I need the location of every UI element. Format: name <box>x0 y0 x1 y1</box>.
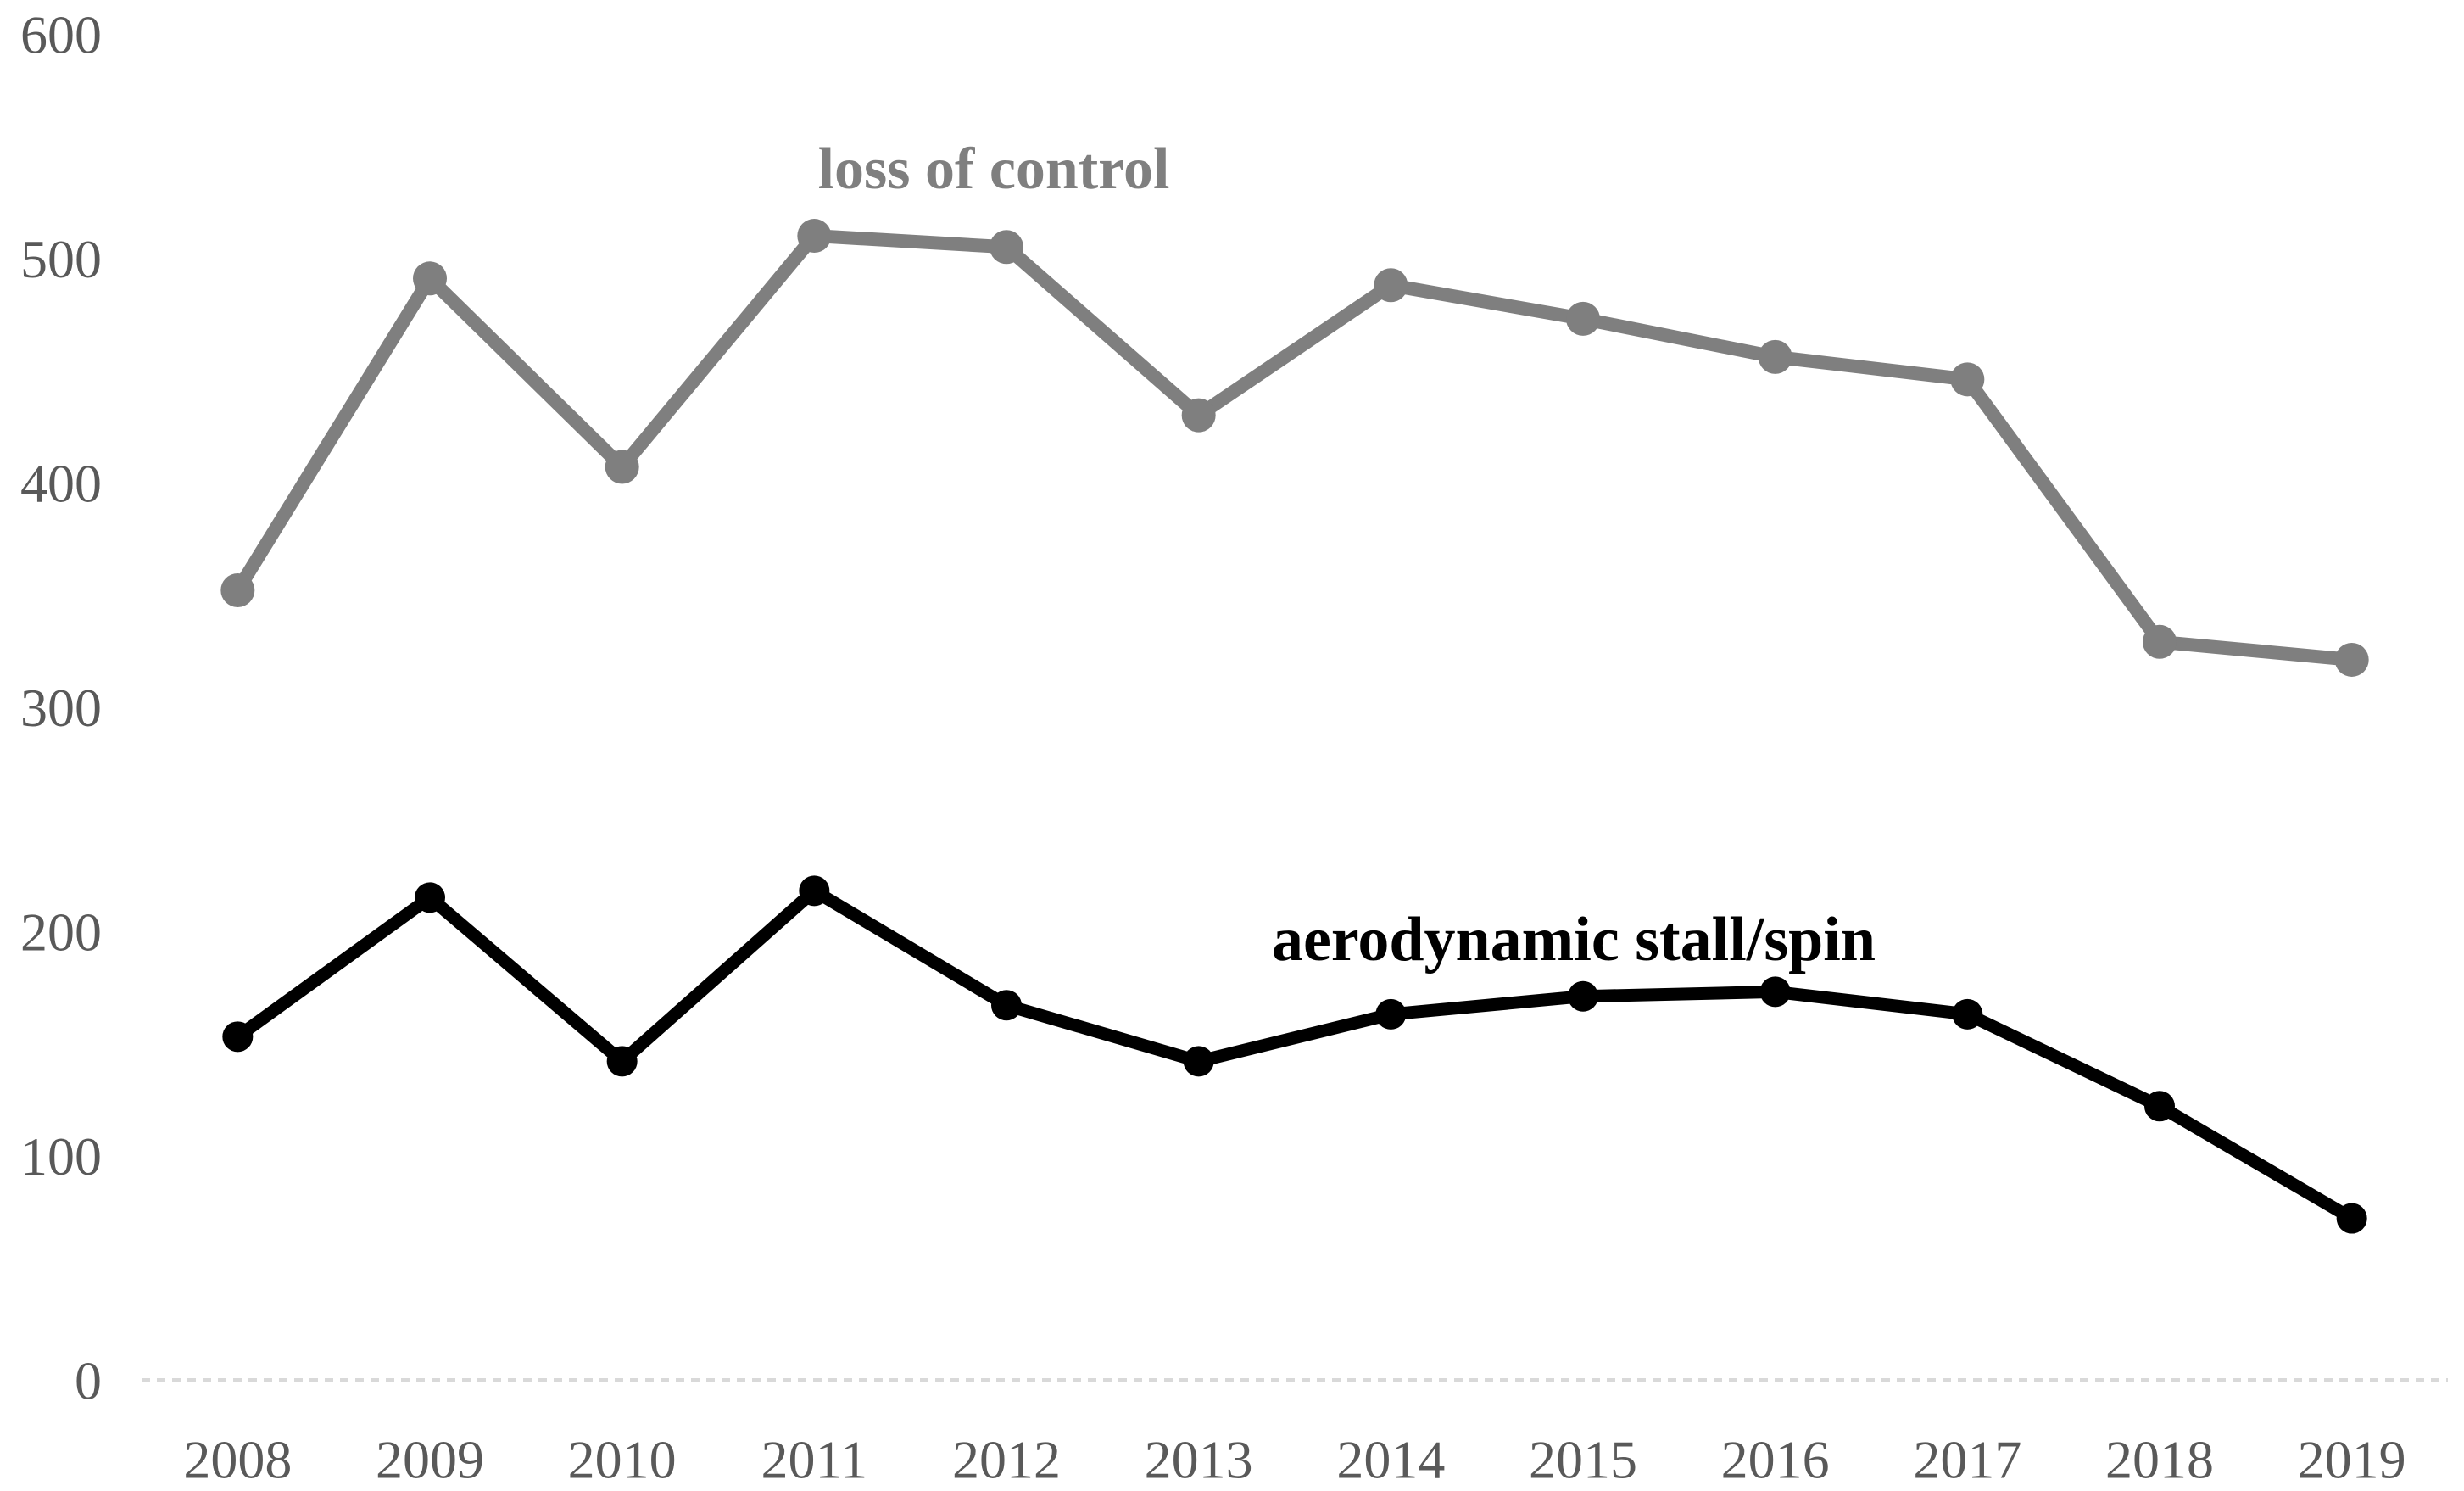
data-point-marker-aerodynamic-stall-spin <box>222 1021 254 1053</box>
x-tick-label: 2009 <box>376 1429 484 1489</box>
data-point-marker-loss-of-control <box>2334 642 2369 677</box>
data-point-marker-loss-of-control <box>605 450 639 484</box>
data-point-marker-aerodynamic-stall-spin <box>1183 1046 1214 1077</box>
data-point-marker-loss-of-control <box>220 572 255 607</box>
x-tick-label: 2010 <box>568 1429 677 1489</box>
data-point-marker-loss-of-control <box>413 261 447 296</box>
y-tick-label: 400 <box>20 453 102 513</box>
data-point-marker-aerodynamic-stall-spin <box>1375 998 1407 1030</box>
y-tick-label: 200 <box>20 902 102 962</box>
data-point-marker-loss-of-control <box>797 219 832 254</box>
x-tick-label: 2014 <box>1336 1429 1445 1489</box>
data-point-marker-loss-of-control <box>2143 624 2177 659</box>
data-point-marker-loss-of-control <box>1374 268 1408 303</box>
y-tick-label: 500 <box>20 229 102 289</box>
data-point-marker-aerodynamic-stall-spin <box>1568 980 1598 1012</box>
data-point-marker-aerodynamic-stall-spin <box>415 882 445 913</box>
y-tick-label: 0 <box>75 1350 102 1410</box>
data-point-marker-aerodynamic-stall-spin <box>1952 998 1983 1030</box>
y-tick-label: 600 <box>20 4 102 64</box>
y-tick-label: 100 <box>20 1126 102 1187</box>
data-point-marker-loss-of-control <box>1566 301 1600 336</box>
series-line-loss-of-control <box>231 229 2359 667</box>
series-label-aerodynamic-stall-spin: aerodynamic stall/spin <box>1272 905 1876 974</box>
x-tick-label: 2019 <box>2298 1429 2406 1489</box>
x-tick-label: 2013 <box>1145 1429 1253 1489</box>
data-point-marker-aerodynamic-stall-spin <box>2144 1091 2175 1122</box>
data-point-marker-aerodynamic-stall-spin <box>991 990 1022 1021</box>
data-point-marker-loss-of-control <box>1950 362 1985 397</box>
y-tick-label: 300 <box>20 678 102 738</box>
series-label-loss-of-control: loss of control <box>818 137 1170 202</box>
data-series <box>220 219 2369 1234</box>
data-point-marker-aerodynamic-stall-spin <box>799 875 830 907</box>
x-tick-label: 2012 <box>952 1429 1061 1489</box>
series-line-aerodynamic-stall-spin <box>231 884 2359 1226</box>
data-point-marker-aerodynamic-stall-spin <box>2336 1203 2367 1234</box>
x-tick-label: 2017 <box>1913 1429 2021 1489</box>
data-point-marker-loss-of-control <box>1181 398 1216 433</box>
x-tick-label: 2015 <box>1529 1429 1637 1489</box>
data-point-marker-loss-of-control <box>1758 339 1792 374</box>
x-tick-label: 2016 <box>1721 1429 1830 1489</box>
y-axis-tick-labels: 0 100 200 300 400 500 600 <box>20 4 102 1410</box>
x-axis-tick-labels: 2008 2009 2010 2011 2012 2013 2014 2015 2016 2017… <box>183 1429 2405 1489</box>
x-tick-label: 2011 <box>761 1429 868 1489</box>
data-point-marker-aerodynamic-stall-spin <box>606 1046 638 1077</box>
data-point-marker-aerodynamic-stall-spin <box>1759 976 1791 1008</box>
x-tick-label: 2018 <box>2105 1429 2214 1489</box>
x-tick-label: 2008 <box>183 1429 292 1489</box>
data-point-marker-loss-of-control <box>990 230 1023 265</box>
